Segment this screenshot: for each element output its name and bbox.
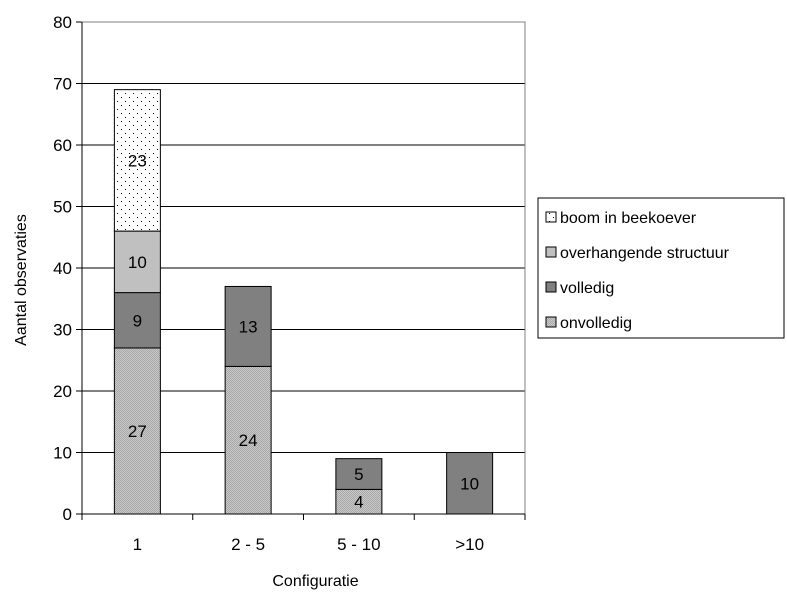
y-tick-label: 20 bbox=[53, 382, 72, 401]
y-tick-label: 80 bbox=[53, 13, 72, 32]
legend-label-overhangende-structuur: overhangende structuur bbox=[560, 245, 730, 262]
axes bbox=[76, 21, 526, 520]
y-tick-label: 40 bbox=[53, 259, 72, 278]
legend-swatch-volledig bbox=[545, 281, 557, 293]
data-label-volledig-10: 10 bbox=[460, 474, 479, 493]
labels: 0 10 20 30 40 50 60 70 80 27 9 10 23 1 24 13 2 - 5 4 5 5 - … bbox=[13, 13, 484, 590]
legend-box bbox=[537, 197, 785, 339]
bar-volledig-1 bbox=[113, 292, 161, 349]
x-tick-label: >10 bbox=[455, 535, 484, 554]
x-tick-label: 5 - 10 bbox=[337, 535, 380, 554]
bar-overhangende-structuur-1 bbox=[113, 230, 161, 294]
y-tick-label: 60 bbox=[53, 136, 72, 155]
data-label-volledig-2-5: 13 bbox=[239, 317, 258, 336]
x-tick-label: 1 bbox=[133, 535, 142, 554]
bars bbox=[113, 89, 494, 515]
x-axis-title: Configuratie bbox=[272, 573, 358, 590]
bar-onvolledig-1 bbox=[113, 347, 161, 515]
y-tick-label: 10 bbox=[53, 444, 72, 463]
y-tick-label: 50 bbox=[53, 198, 72, 217]
y-tick-label: 30 bbox=[53, 321, 72, 340]
legend: boom in beekoever overhangende structuur v… bbox=[537, 197, 785, 339]
data-label-volledig-1: 9 bbox=[133, 311, 142, 330]
data-label-overhangende-structuur-1: 10 bbox=[128, 253, 147, 272]
y-tick-label: 0 bbox=[63, 505, 72, 524]
legend-label-volledig: volledig bbox=[560, 280, 614, 297]
data-label-onvolledig-5-10: 4 bbox=[354, 493, 363, 512]
data-label-boom-in-beekoever-1: 23 bbox=[128, 151, 147, 170]
legend-swatch-overhangende-structuur bbox=[545, 246, 557, 258]
y-axis-title: Aantal observaties bbox=[13, 214, 30, 346]
y-tick-label: 70 bbox=[53, 75, 72, 94]
data-label-onvolledig-2-5: 24 bbox=[239, 431, 258, 450]
data-label-onvolledig-1: 27 bbox=[128, 422, 147, 441]
legend-label-boom-in-beekoever: boom in beekoever bbox=[560, 210, 697, 227]
bar-onvolledig-2-5 bbox=[224, 365, 272, 515]
bar-volledig-2-5 bbox=[224, 285, 272, 367]
bar-boom-in-beekoever-1 bbox=[113, 89, 161, 232]
legend-label-onvolledig: onvolledig bbox=[560, 315, 632, 332]
legend-swatch-boom-in-beekoever bbox=[545, 211, 557, 223]
legend-swatch-onvolledig bbox=[545, 316, 557, 328]
x-tick-label: 2 - 5 bbox=[231, 535, 265, 554]
data-label-volledig-5-10: 5 bbox=[354, 465, 363, 484]
bar-volledig-5-10 bbox=[335, 458, 383, 490]
